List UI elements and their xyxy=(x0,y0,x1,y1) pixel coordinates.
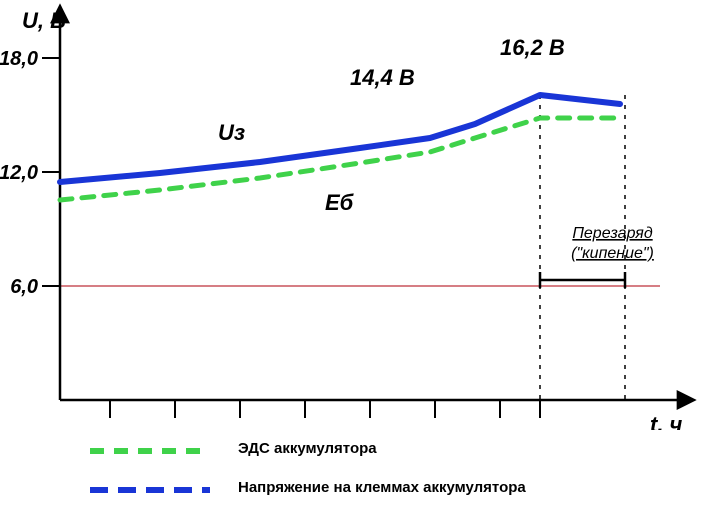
svg-text:U, В: U, В xyxy=(22,8,66,33)
legend-row-uz: Напряжение на клеммах аккумулятора xyxy=(90,479,526,496)
legend-label-uz: Напряжение на клеммах аккумулятора xyxy=(238,479,526,496)
legend: ЭДС аккумулятора Напряжение на клеммах а… xyxy=(90,440,526,496)
legend-swatch-uz xyxy=(90,485,210,491)
svg-text:14,4 В: 14,4 В xyxy=(350,65,415,90)
legend-label-eb: ЭДС аккумулятора xyxy=(238,440,377,457)
chart-container: 6,0 12,0 18,0 U, В t, ч Перезаряд ("кипение") U… xyxy=(0,0,713,521)
svg-text:Перезаряд: Перезаряд xyxy=(572,225,653,242)
svg-text:("кипение"): ("кипение") xyxy=(571,245,654,262)
svg-text:Еб: Еб xyxy=(325,190,355,215)
chart-svg: 6,0 12,0 18,0 U, В t, ч Перезаряд ("кипение") U… xyxy=(0,0,713,430)
legend-swatch-eb xyxy=(90,446,210,452)
legend-row-eb: ЭДС аккумулятора xyxy=(90,440,526,457)
svg-text:Uз: Uз xyxy=(218,120,245,145)
svg-text:18,0: 18,0 xyxy=(0,48,38,70)
svg-text:t, ч: t, ч xyxy=(650,412,683,430)
svg-text:16,2 В: 16,2 В xyxy=(500,35,565,60)
svg-text:12,0: 12,0 xyxy=(0,162,38,184)
svg-text:6,0: 6,0 xyxy=(10,276,38,298)
